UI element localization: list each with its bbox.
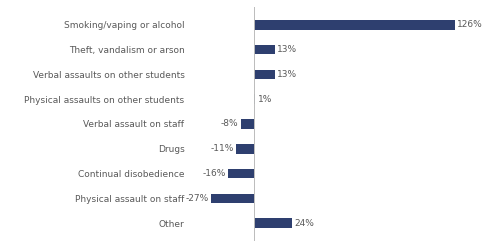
Bar (236, 144, 254, 154)
Text: 126%: 126% (457, 20, 483, 29)
Bar (210, 194, 254, 203)
Text: 24%: 24% (294, 219, 314, 228)
Bar (254, 20, 454, 30)
Text: 1%: 1% (258, 95, 272, 104)
Text: -8%: -8% (221, 120, 238, 128)
Text: -16%: -16% (202, 169, 226, 178)
Bar (254, 45, 274, 54)
Bar (254, 94, 256, 104)
Bar (241, 119, 254, 129)
Text: -27%: -27% (185, 194, 208, 203)
Text: 13%: 13% (277, 70, 297, 79)
Text: 13%: 13% (277, 45, 297, 54)
Text: -11%: -11% (210, 144, 234, 153)
Bar (254, 218, 292, 228)
Bar (254, 70, 274, 79)
Bar (228, 169, 254, 178)
